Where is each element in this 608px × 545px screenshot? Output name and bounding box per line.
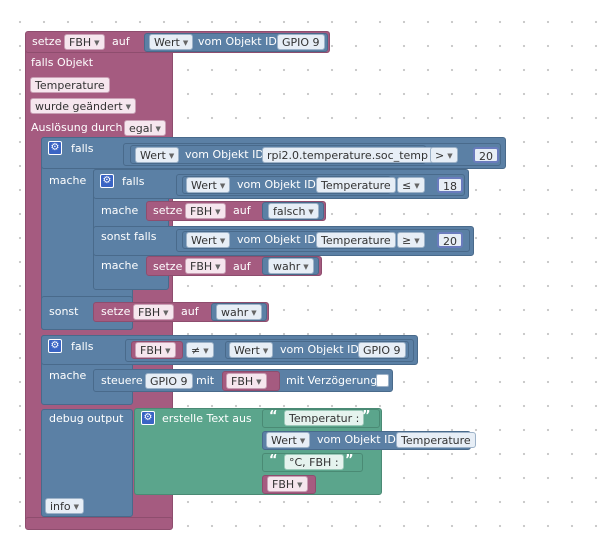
mache-label: mache — [101, 259, 139, 272]
auf-label: auf — [233, 260, 251, 273]
wert-dropdown[interactable]: Wert ▼ — [149, 34, 194, 50]
quote-open-icon: “ — [269, 409, 278, 424]
setze-label: setze — [153, 260, 183, 273]
chevron-down-icon: ▼ — [262, 347, 269, 355]
trigger-bottom-bar — [25, 517, 173, 530]
chevron-down-icon: ▼ — [251, 309, 257, 317]
object-id-field[interactable]: GPIO 9 — [358, 342, 406, 358]
var-fbh-dropdown[interactable]: FBH ▼ — [64, 34, 105, 50]
auf-label: auf — [112, 35, 130, 48]
vom-objekt-id-label: vom Objekt ID — [198, 35, 277, 48]
number-field[interactable]: 20 — [473, 147, 499, 163]
operator-dropdown[interactable]: ≠ ▼ — [186, 342, 214, 358]
gear-icon[interactable]: ⚙ — [141, 411, 155, 425]
chevron-down-icon: ▼ — [182, 39, 189, 47]
setze-label: setze — [153, 204, 183, 217]
operator-dropdown[interactable]: ≤ ▼ — [397, 177, 425, 193]
setze-label: setze — [32, 35, 62, 48]
delay-checkbox[interactable] — [376, 374, 389, 387]
falls-label: falls — [71, 142, 94, 155]
sonst-falls-label: sonst falls — [101, 230, 157, 243]
mit-label: mit — [196, 374, 215, 387]
chevron-down-icon: ▼ — [303, 263, 309, 271]
var-fbh-dropdown[interactable]: FBH ▼ — [133, 304, 174, 320]
vom-objekt-id-label: vom Objekt ID — [185, 148, 264, 161]
object-id-field[interactable]: Temperature — [316, 177, 396, 193]
var-fbh-dropdown[interactable]: FBH ▼ — [135, 342, 176, 358]
mit-verzoegerung-label: mit Verzögerung — [286, 374, 378, 387]
chevron-down-icon: ▼ — [163, 309, 169, 317]
steuere-label: steuere — [101, 374, 143, 387]
debug-output-label: debug output — [49, 412, 124, 425]
chevron-down-icon: ▼ — [297, 481, 303, 489]
ausloesung-label: Auslösung durch — [31, 121, 123, 134]
gear-icon[interactable]: ⚙ — [48, 141, 62, 155]
quote-close-icon: ” — [362, 409, 371, 424]
setze-label: setze — [101, 305, 131, 318]
auf-label: auf — [233, 204, 251, 217]
chevron-down-icon: ▼ — [168, 152, 175, 160]
chevron-down-icon: ▼ — [414, 237, 420, 245]
gear-icon[interactable]: ⚙ — [48, 339, 62, 353]
mache-label: mache — [49, 174, 87, 187]
chevron-down-icon: ▼ — [165, 347, 171, 355]
var-fbh-dropdown[interactable]: FBH ▼ — [226, 373, 267, 389]
object-id-field[interactable]: GPIO 9 — [277, 34, 325, 50]
object-id-field[interactable]: Temperature — [396, 432, 476, 448]
wert-dropdown[interactable]: Wert ▼ — [135, 147, 180, 163]
text-field[interactable]: °C, FBH : — [284, 454, 344, 470]
var-fbh-dropdown[interactable]: FBH ▼ — [267, 476, 308, 492]
wert-dropdown[interactable]: Wert ▼ — [186, 232, 231, 248]
vom-objekt-id-label: vom Objekt ID — [237, 178, 316, 191]
falls-label: falls — [71, 340, 94, 353]
wert-dropdown[interactable]: Wert ▼ — [186, 177, 231, 193]
falls-objekt-label: falls Objekt — [31, 56, 94, 69]
quote-open-icon: “ — [269, 453, 278, 468]
quote-close-icon: ” — [345, 453, 354, 468]
trigger-condition-dropdown[interactable]: wurde geändert ▼ — [30, 98, 136, 114]
gear-icon[interactable]: ⚙ — [100, 174, 114, 188]
boolean-dropdown[interactable]: wahr ▼ — [216, 304, 262, 320]
number-field[interactable]: 18 — [437, 177, 463, 193]
wert-dropdown[interactable]: Wert ▼ — [266, 432, 311, 448]
log-level-dropdown[interactable]: info ▼ — [45, 498, 85, 514]
chevron-down-icon: ▼ — [215, 208, 221, 216]
chevron-down-icon: ▼ — [414, 182, 420, 190]
chevron-down-icon: ▼ — [299, 437, 306, 445]
chevron-down-icon: ▼ — [94, 39, 100, 47]
boolean-dropdown[interactable]: falsch ▼ — [268, 203, 319, 219]
object-id-field[interactable]: Temperature — [316, 232, 396, 248]
mache-label: mache — [49, 369, 87, 382]
chevron-down-icon: ▼ — [219, 182, 226, 190]
chevron-down-icon: ▼ — [73, 503, 80, 511]
chevron-down-icon: ▼ — [155, 125, 161, 133]
chevron-down-icon: ▼ — [256, 378, 262, 386]
chevron-down-icon: ▼ — [308, 208, 314, 216]
auf-label: auf — [181, 305, 199, 318]
boolean-dropdown[interactable]: wahr ▼ — [268, 258, 314, 274]
var-fbh-dropdown[interactable]: FBH ▼ — [185, 203, 226, 219]
chevron-down-icon: ▼ — [203, 347, 209, 355]
chevron-down-icon: ▼ — [447, 152, 453, 160]
erstelle-text-label: erstelle Text aus — [162, 412, 252, 425]
var-fbh-dropdown[interactable]: FBH ▼ — [185, 258, 226, 274]
operator-dropdown[interactable]: ≥ ▼ — [397, 232, 425, 248]
falls-label: falls — [122, 175, 145, 188]
chevron-down-icon: ▼ — [219, 237, 226, 245]
wert-dropdown[interactable]: Wert ▼ — [229, 342, 274, 358]
vom-objekt-id-label: vom Objekt ID — [317, 433, 396, 446]
control-target-field[interactable]: GPIO 9 — [145, 373, 193, 389]
number-field[interactable]: 20 — [437, 232, 463, 248]
object-id-field[interactable]: rpi2.0.temperature.soc_temp — [262, 147, 433, 163]
text-field[interactable]: Temperatur : — [284, 410, 365, 426]
chevron-down-icon: ▼ — [125, 103, 131, 111]
mache-label: mache — [101, 204, 139, 217]
trigger-object-field[interactable]: Temperature — [30, 77, 110, 93]
vom-objekt-id-label: vom Objekt ID — [237, 233, 316, 246]
ausloesung-dropdown[interactable]: egal ▼ — [124, 120, 166, 136]
operator-dropdown[interactable]: > ▼ — [430, 147, 458, 163]
chevron-down-icon: ▼ — [215, 263, 221, 271]
vom-objekt-id-label: vom Objekt ID — [280, 343, 359, 356]
sonst-label: sonst — [49, 305, 79, 318]
